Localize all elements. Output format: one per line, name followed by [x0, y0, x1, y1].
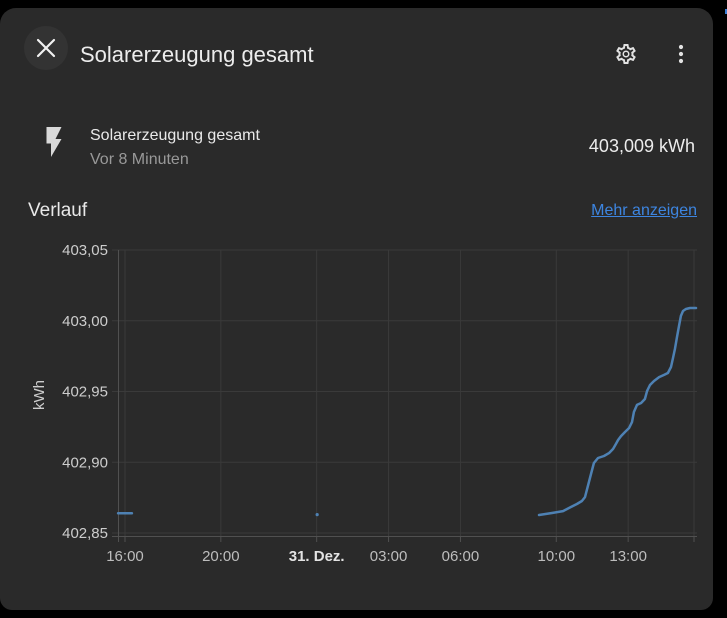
- svg-text:402,90: 402,90: [62, 454, 108, 471]
- svg-text:06:00: 06:00: [442, 548, 480, 565]
- kebab-menu-icon: [669, 42, 693, 69]
- entity-dialog: Solarerzeugung gesamt Solarerzeugung ges…: [0, 8, 713, 610]
- close-button[interactable]: [24, 26, 68, 70]
- dialog-title: Solarerzeugung gesamt: [80, 42, 314, 67]
- svg-text:402,85: 402,85: [62, 525, 108, 542]
- svg-text:20:00: 20:00: [202, 548, 240, 565]
- svg-text:13:00: 13:00: [609, 548, 647, 565]
- history-heading: Verlauf: [28, 200, 88, 221]
- show-more-link[interactable]: Mehr anzeigen: [591, 202, 697, 219]
- svg-text:kWh: kWh: [31, 380, 48, 410]
- settings-button[interactable]: [606, 35, 646, 75]
- overflow-menu-button[interactable]: [661, 35, 701, 75]
- gear-icon: [614, 42, 638, 69]
- svg-text:03:00: 03:00: [370, 548, 408, 565]
- scrollbar-thumb[interactable]: [725, 9, 727, 14]
- svg-text:16:00: 16:00: [106, 548, 144, 565]
- svg-text:402,95: 402,95: [62, 384, 108, 401]
- svg-text:10:00: 10:00: [538, 548, 576, 565]
- entity-state-value: 403,009 kWh: [588, 136, 695, 156]
- entity-name: Solarerzeugung gesamt: [90, 127, 260, 144]
- svg-text:31. Dez.: 31. Dez.: [289, 548, 345, 565]
- svg-text:403,00: 403,00: [62, 313, 108, 330]
- svg-text:403,05: 403,05: [62, 242, 108, 259]
- flash-icon: [36, 122, 72, 162]
- entity-last-updated: Vor 8 Minuten: [90, 151, 189, 168]
- history-chart[interactable]: 403,05 403,00 402,95 402,90 402,85 16:00 20:00…: [0, 230, 713, 580]
